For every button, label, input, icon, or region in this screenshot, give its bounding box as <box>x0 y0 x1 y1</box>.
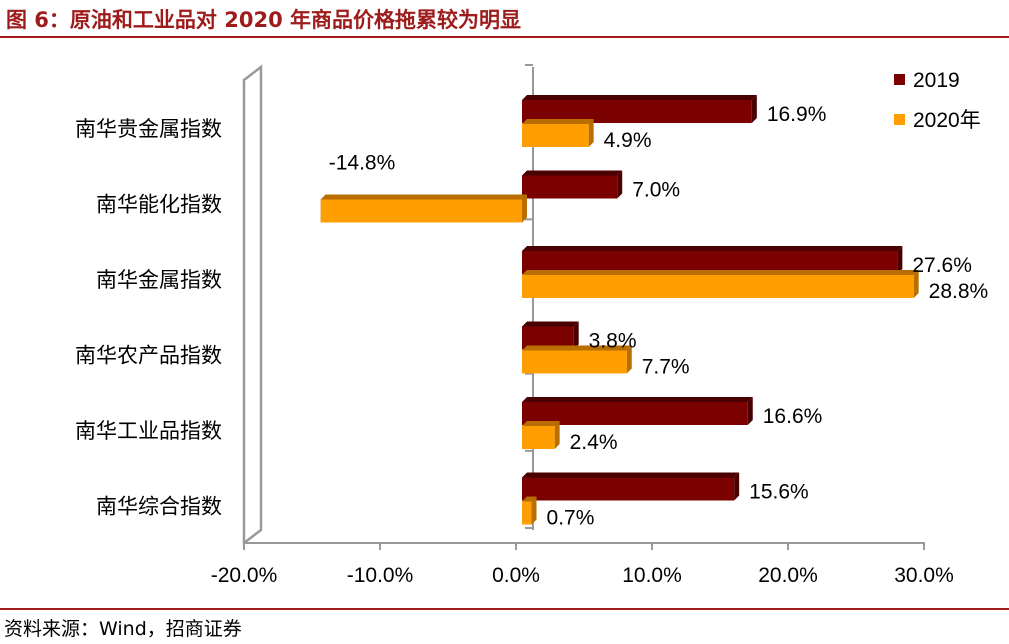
data-label-2019: 15.6% <box>749 481 809 504</box>
bar-2019-front <box>522 175 618 199</box>
data-label-2020: 4.9% <box>604 129 652 152</box>
bar-2020-front <box>522 275 914 298</box>
bar-2019-front <box>522 251 898 274</box>
bar-2019-side <box>573 321 579 350</box>
bar-2019-side <box>747 397 753 425</box>
bar-2020-front <box>522 350 627 374</box>
bar-2020-front <box>522 426 555 449</box>
data-label-2020: 2.4% <box>570 431 618 454</box>
bar-2020 <box>522 119 594 147</box>
data-labels: 16.9% 4.9% 7.0% -14.8% 27.6% 28.8% 3.8%7.7% 16.… <box>329 103 989 530</box>
bar-2019-top <box>522 397 753 402</box>
bar-2020-top <box>522 270 919 275</box>
bar-2019-side <box>617 170 623 199</box>
bar-2020-top <box>320 194 527 200</box>
x-tick-label: -10.0% <box>347 564 414 587</box>
data-label-2019: 16.6% <box>763 405 823 428</box>
bar-2019-top <box>522 246 903 251</box>
category-label: 南华工业品指数 <box>75 420 222 443</box>
legend-label: 2019 <box>913 69 960 92</box>
bar-2019 <box>522 170 623 199</box>
x-tick-label: 30.0% <box>894 564 954 587</box>
data-label-2019: 3.8% <box>589 330 637 353</box>
bar-2020 <box>320 194 527 223</box>
data-label-2020: -14.8% <box>329 152 396 175</box>
bar-2019-side <box>897 246 903 274</box>
legend: 2019 2020年 <box>894 69 981 132</box>
bars-layer <box>320 95 919 525</box>
legend-label: 2020年 <box>913 109 981 132</box>
bar-2020-side <box>554 421 560 449</box>
bar-2020 <box>522 496 537 525</box>
bar-2019 <box>522 95 757 123</box>
category-label: 南华能化指数 <box>96 194 222 217</box>
bar-2019 <box>522 397 753 425</box>
legend-swatch <box>894 74 905 85</box>
bar-2019-front <box>522 100 752 123</box>
chart-wall <box>242 64 263 546</box>
bar-2020-top <box>522 421 560 426</box>
bar-2020-front <box>320 199 522 223</box>
category-label: 南华贵金属指数 <box>75 118 222 141</box>
bar-2020-side-inner <box>522 194 527 223</box>
bar-2020-top <box>522 119 594 124</box>
category-label: 南华金属指数 <box>96 269 222 292</box>
category-label: 南华综合指数 <box>96 496 222 519</box>
bar-2019 <box>522 321 579 350</box>
bar-2019-side <box>751 95 757 123</box>
bar-2019-side <box>734 472 740 501</box>
figure-title: 图 6：原油和工业品对 2020 年商品价格拖累较为明显 <box>6 8 521 32</box>
bar-2019-top <box>522 95 757 100</box>
x-tick-label: 10.0% <box>622 564 682 587</box>
bar-2019-front <box>522 477 735 501</box>
bar-2020-side <box>531 496 537 525</box>
data-label-2020: 28.8% <box>929 280 989 303</box>
bar-2020-front <box>522 501 532 525</box>
bar-2020 <box>522 270 919 298</box>
x-tick-label: 20.0% <box>758 564 818 587</box>
bar-2019-top <box>522 472 740 478</box>
title-divider <box>0 36 1009 38</box>
data-label-2020: 0.7% <box>547 507 595 530</box>
bar-2019-top <box>522 321 579 327</box>
data-label-2019: 7.0% <box>632 179 680 202</box>
bar-2019-top <box>522 170 623 176</box>
x-tick-label: -20.0% <box>211 564 278 587</box>
data-label-2020: 7.7% <box>642 356 690 379</box>
bar-2020-top <box>522 496 537 502</box>
bar-2020 <box>522 421 560 449</box>
x-tick-label: 0.0% <box>492 564 540 587</box>
bar-2020-side <box>588 119 594 147</box>
legend-swatch <box>894 114 905 125</box>
bar-2019 <box>522 246 903 274</box>
source-note: 资料来源：Wind，招商证券 <box>4 618 242 640</box>
x-axis: -20.0% -10.0% 0.0% 10.0% 20.0% 30.0% <box>211 542 954 587</box>
bar-2020-side <box>913 270 919 298</box>
category-label: 南华农产品指数 <box>75 345 222 368</box>
bar-2020 <box>522 345 632 374</box>
data-label-2019: 16.9% <box>767 103 827 126</box>
chart-frame <box>242 64 534 546</box>
bar-2020-front <box>522 124 589 147</box>
bar-2019-front <box>522 326 574 350</box>
bar-2019-front <box>522 402 748 425</box>
bar-2020-side <box>626 345 632 374</box>
source-divider <box>0 608 1009 610</box>
bar-2020-top <box>522 345 632 351</box>
bar-2019 <box>522 472 740 501</box>
data-label-2019: 27.6% <box>912 254 972 277</box>
